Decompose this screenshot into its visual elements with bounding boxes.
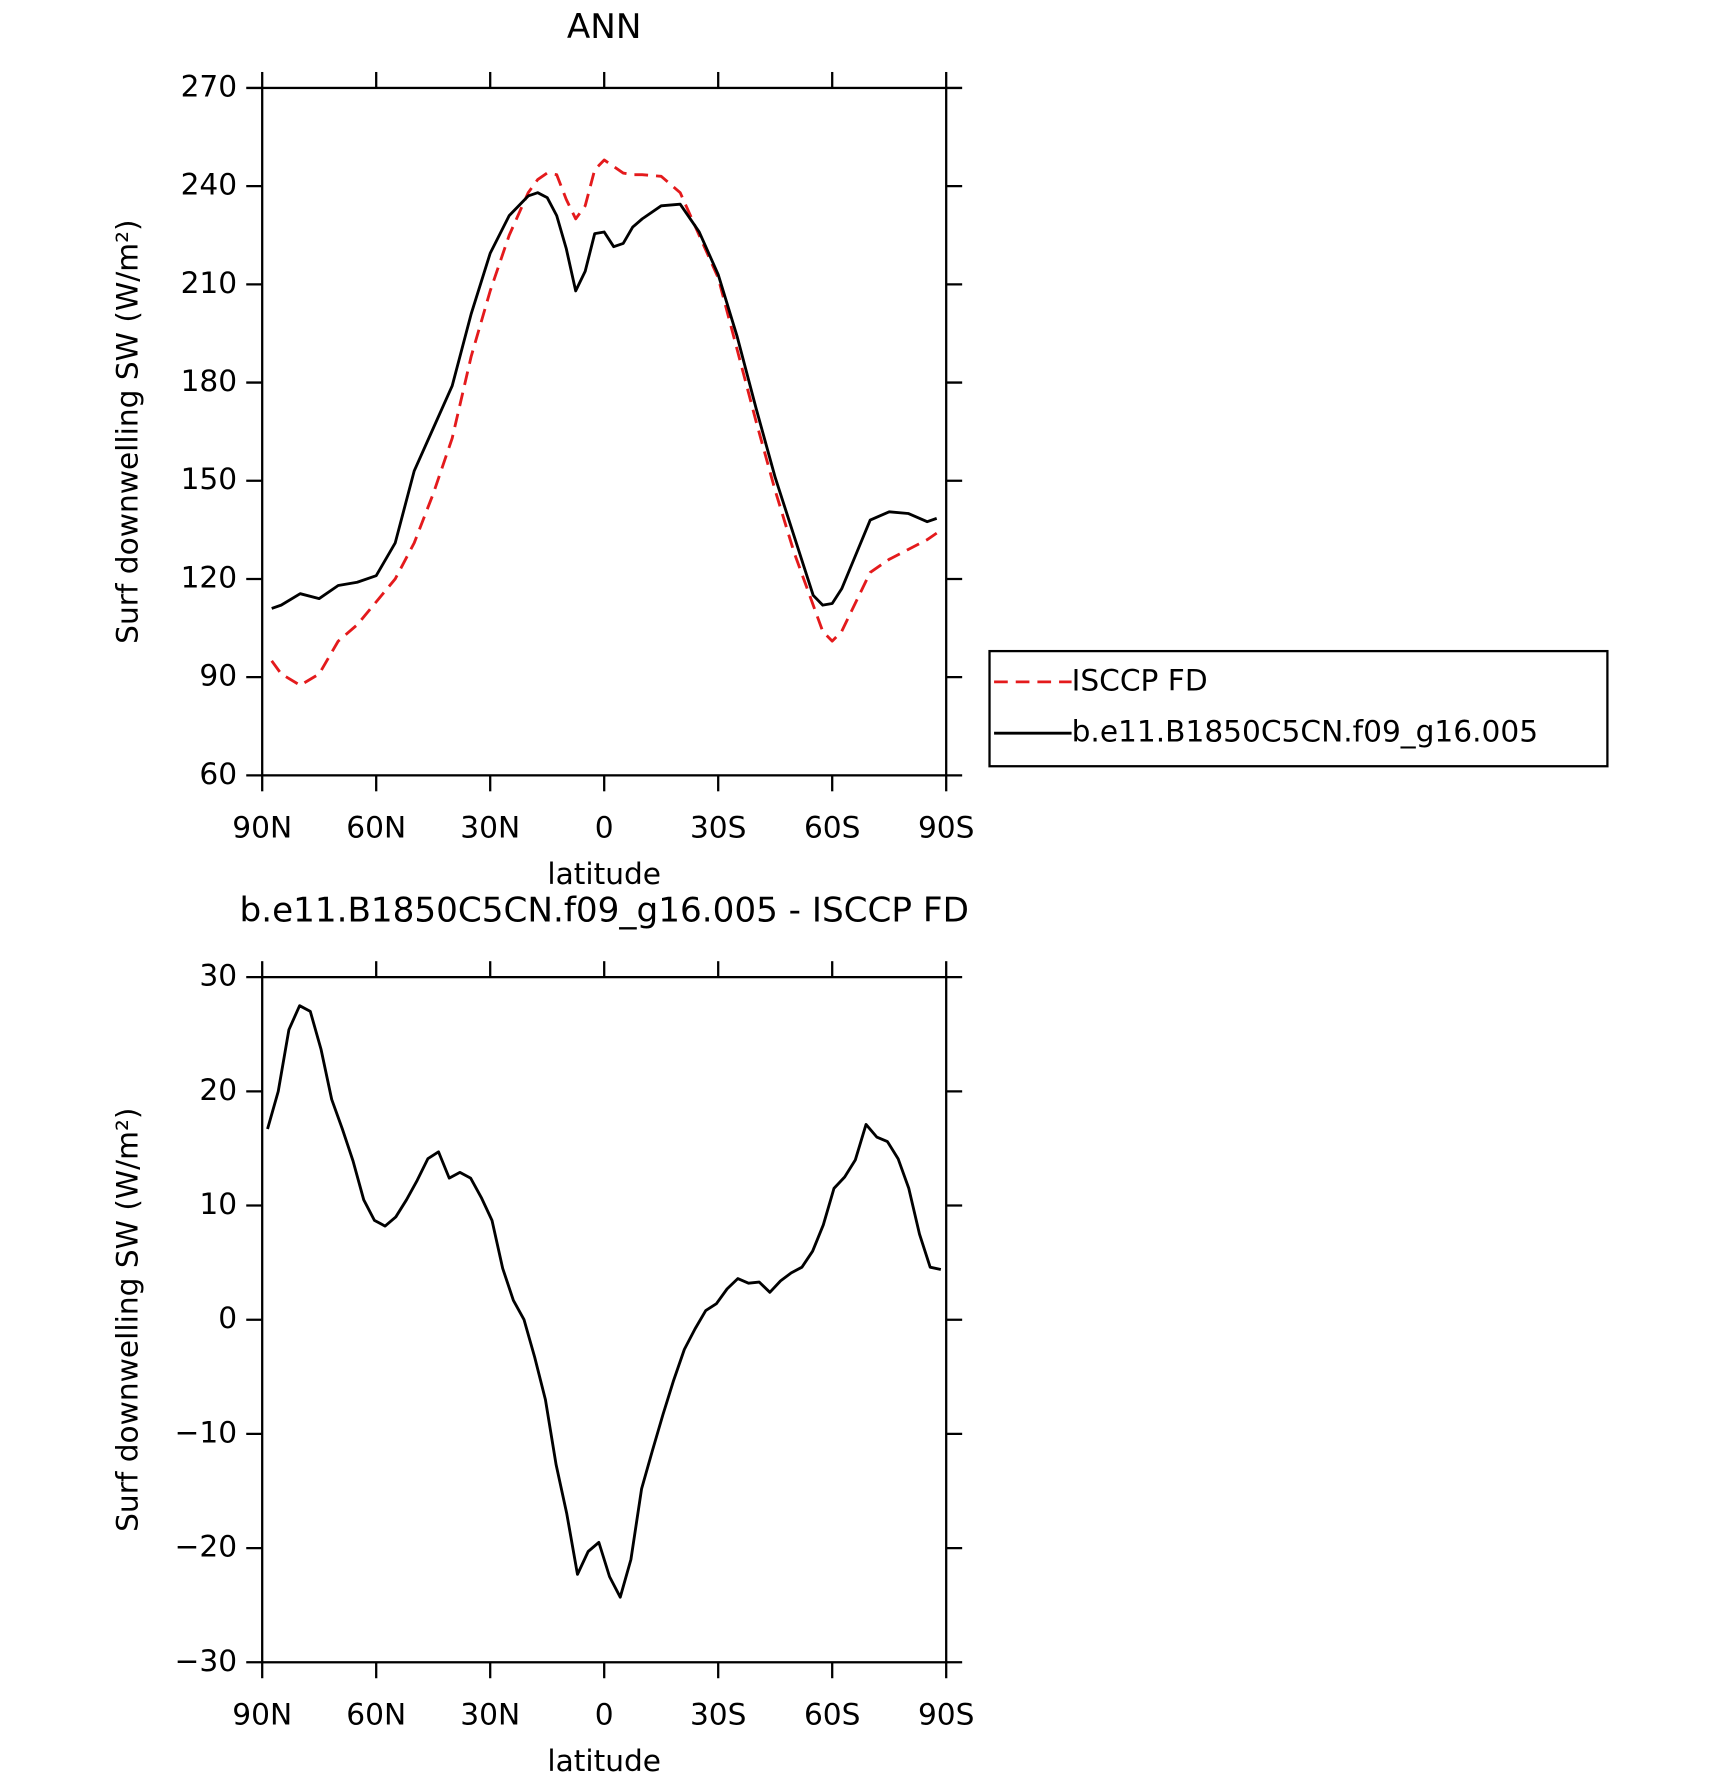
y-tick-label: 120 bbox=[181, 559, 238, 594]
legend-label: ISCCP FD bbox=[1072, 662, 1208, 697]
x-tick-label: 90N bbox=[232, 809, 292, 844]
x-tick-label: 30N bbox=[460, 1696, 520, 1731]
y-axis-label: Surf downwelling SW (W/m²) bbox=[109, 219, 144, 643]
y-tick-label: 60 bbox=[199, 756, 237, 791]
series-line bbox=[266, 1004, 942, 1599]
y-tick-label: −30 bbox=[175, 1643, 238, 1678]
y-tick-label: 150 bbox=[181, 461, 238, 496]
chart-title: b.e11.B1850C5CN.f09_g16.005 - ISCCP FD bbox=[240, 891, 969, 931]
x-tick-label: 0 bbox=[595, 809, 614, 844]
x-axis-label: latitude bbox=[547, 856, 661, 891]
x-tick-label: 60S bbox=[804, 809, 861, 844]
y-tick-label: −10 bbox=[175, 1414, 238, 1449]
x-tick-label: 0 bbox=[595, 1696, 614, 1731]
y-tick-label: 90 bbox=[199, 658, 237, 693]
x-tick-label: 60N bbox=[346, 809, 406, 844]
x-tick-label: 90S bbox=[918, 1696, 975, 1731]
x-tick-label: 90N bbox=[232, 1696, 292, 1731]
x-tick-label: 60N bbox=[346, 1696, 406, 1731]
legend-label: b.e11.B1850C5CN.f09_g16.005 bbox=[1072, 714, 1538, 749]
x-tick-label: 90S bbox=[918, 809, 975, 844]
series-line bbox=[271, 191, 938, 610]
series-line bbox=[270, 158, 938, 687]
y-tick-label: 270 bbox=[181, 68, 238, 103]
x-axis-label: latitude bbox=[547, 1743, 661, 1778]
x-tick-label: 30N bbox=[460, 809, 520, 844]
y-tick-label: 10 bbox=[199, 1186, 237, 1221]
y-tick-label: 30 bbox=[199, 958, 237, 993]
y-tick-label: 240 bbox=[181, 167, 238, 202]
y-axis-label: Surf downwelling SW (W/m²) bbox=[109, 1108, 144, 1532]
y-tick-label: −20 bbox=[175, 1529, 238, 1564]
legend-box bbox=[988, 649, 1609, 768]
y-tick-label: 20 bbox=[199, 1072, 237, 1107]
x-tick-label: 30S bbox=[690, 1696, 747, 1731]
chart-title: ANN bbox=[567, 7, 642, 47]
y-tick-label: 180 bbox=[181, 363, 238, 398]
y-tick-label: 210 bbox=[181, 265, 238, 300]
plot-frame bbox=[261, 86, 948, 777]
y-tick-label: 0 bbox=[218, 1300, 237, 1335]
x-tick-label: 30S bbox=[690, 809, 747, 844]
x-tick-label: 60S bbox=[804, 1696, 861, 1731]
